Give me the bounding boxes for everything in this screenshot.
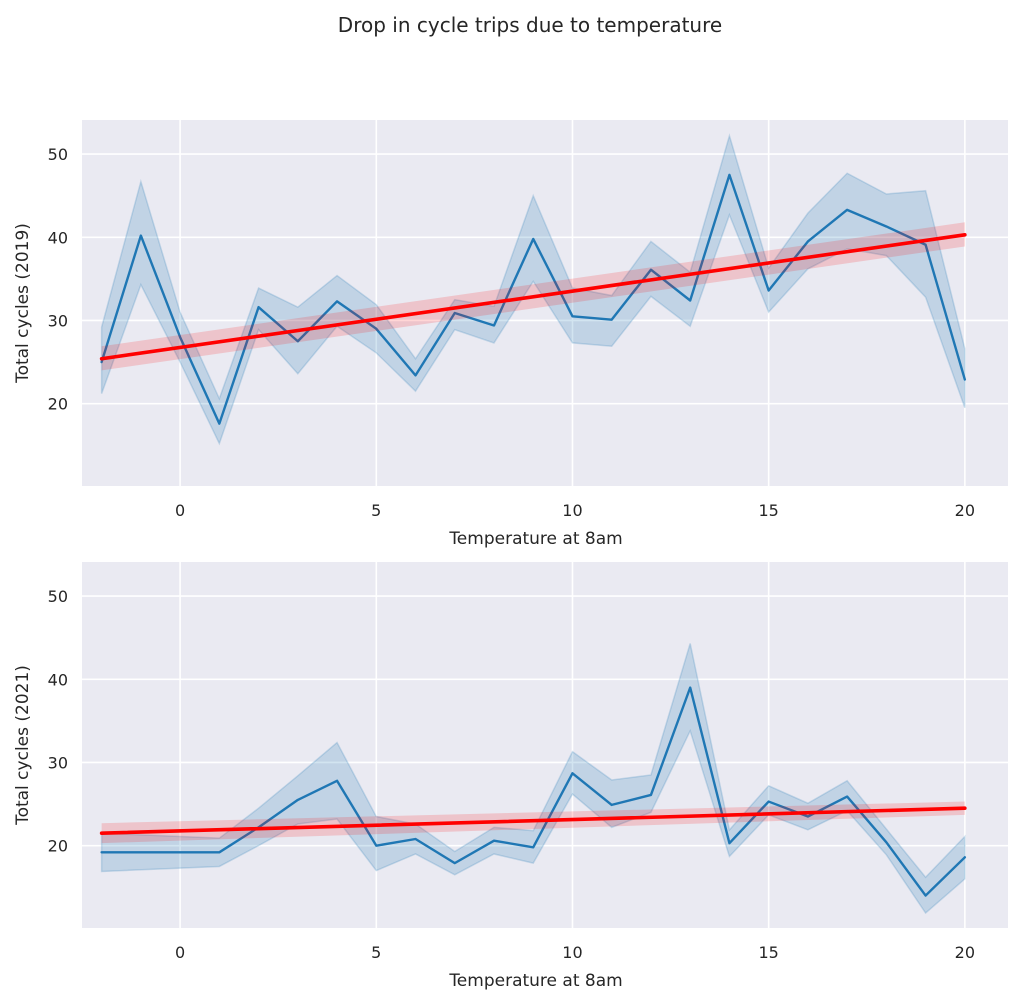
x-tick-label-0: 0 <box>175 943 185 962</box>
x-tick-label-2: 10 <box>562 501 582 520</box>
x-tick-label-2: 10 <box>562 943 582 962</box>
y-axis-label: Total cycles (2021) <box>13 665 33 826</box>
x-tick-label-0: 0 <box>175 501 185 520</box>
x-tick-label-1: 5 <box>371 501 381 520</box>
regression-line <box>99 806 967 835</box>
panel-2021: 0 5 10 15 20 20 30 40 50 Temperature at 8am Total … <box>13 562 1008 991</box>
y-tick-label-0: 20 <box>48 837 68 856</box>
x-tick-label-3: 15 <box>758 943 778 962</box>
mean-ci-band <box>100 643 966 915</box>
y-tick-label-1: 30 <box>48 753 68 772</box>
mean-ci-band <box>100 133 966 446</box>
mean-line <box>100 173 967 425</box>
plot-area <box>82 120 1008 486</box>
panel-2019: 0 5 10 15 20 20 30 40 50 Temperature at 8am Total … <box>13 120 1008 549</box>
figure-title: Drop in cycle trips due to temperature <box>338 13 722 37</box>
regression-line <box>99 232 967 361</box>
y-tick-label-1: 30 <box>48 311 68 330</box>
y-axis-label: Total cycles (2019) <box>13 223 33 384</box>
y-tick-label-3: 50 <box>48 145 68 164</box>
x-axis-label: Temperature at 8am <box>448 971 622 991</box>
x-tick-label-4: 20 <box>955 943 975 962</box>
y-tick-label-0: 20 <box>48 395 68 414</box>
x-tick-label-1: 5 <box>371 943 381 962</box>
x-tick-label-3: 15 <box>758 501 778 520</box>
x-tick-label-4: 20 <box>955 501 975 520</box>
y-tick-label-2: 40 <box>48 670 68 689</box>
y-tick-label-2: 40 <box>48 228 68 247</box>
y-tick-label-3: 50 <box>48 587 68 606</box>
mean-line <box>100 686 967 897</box>
plot-area <box>82 562 1008 928</box>
x-axis-label: Temperature at 8am <box>448 529 622 549</box>
